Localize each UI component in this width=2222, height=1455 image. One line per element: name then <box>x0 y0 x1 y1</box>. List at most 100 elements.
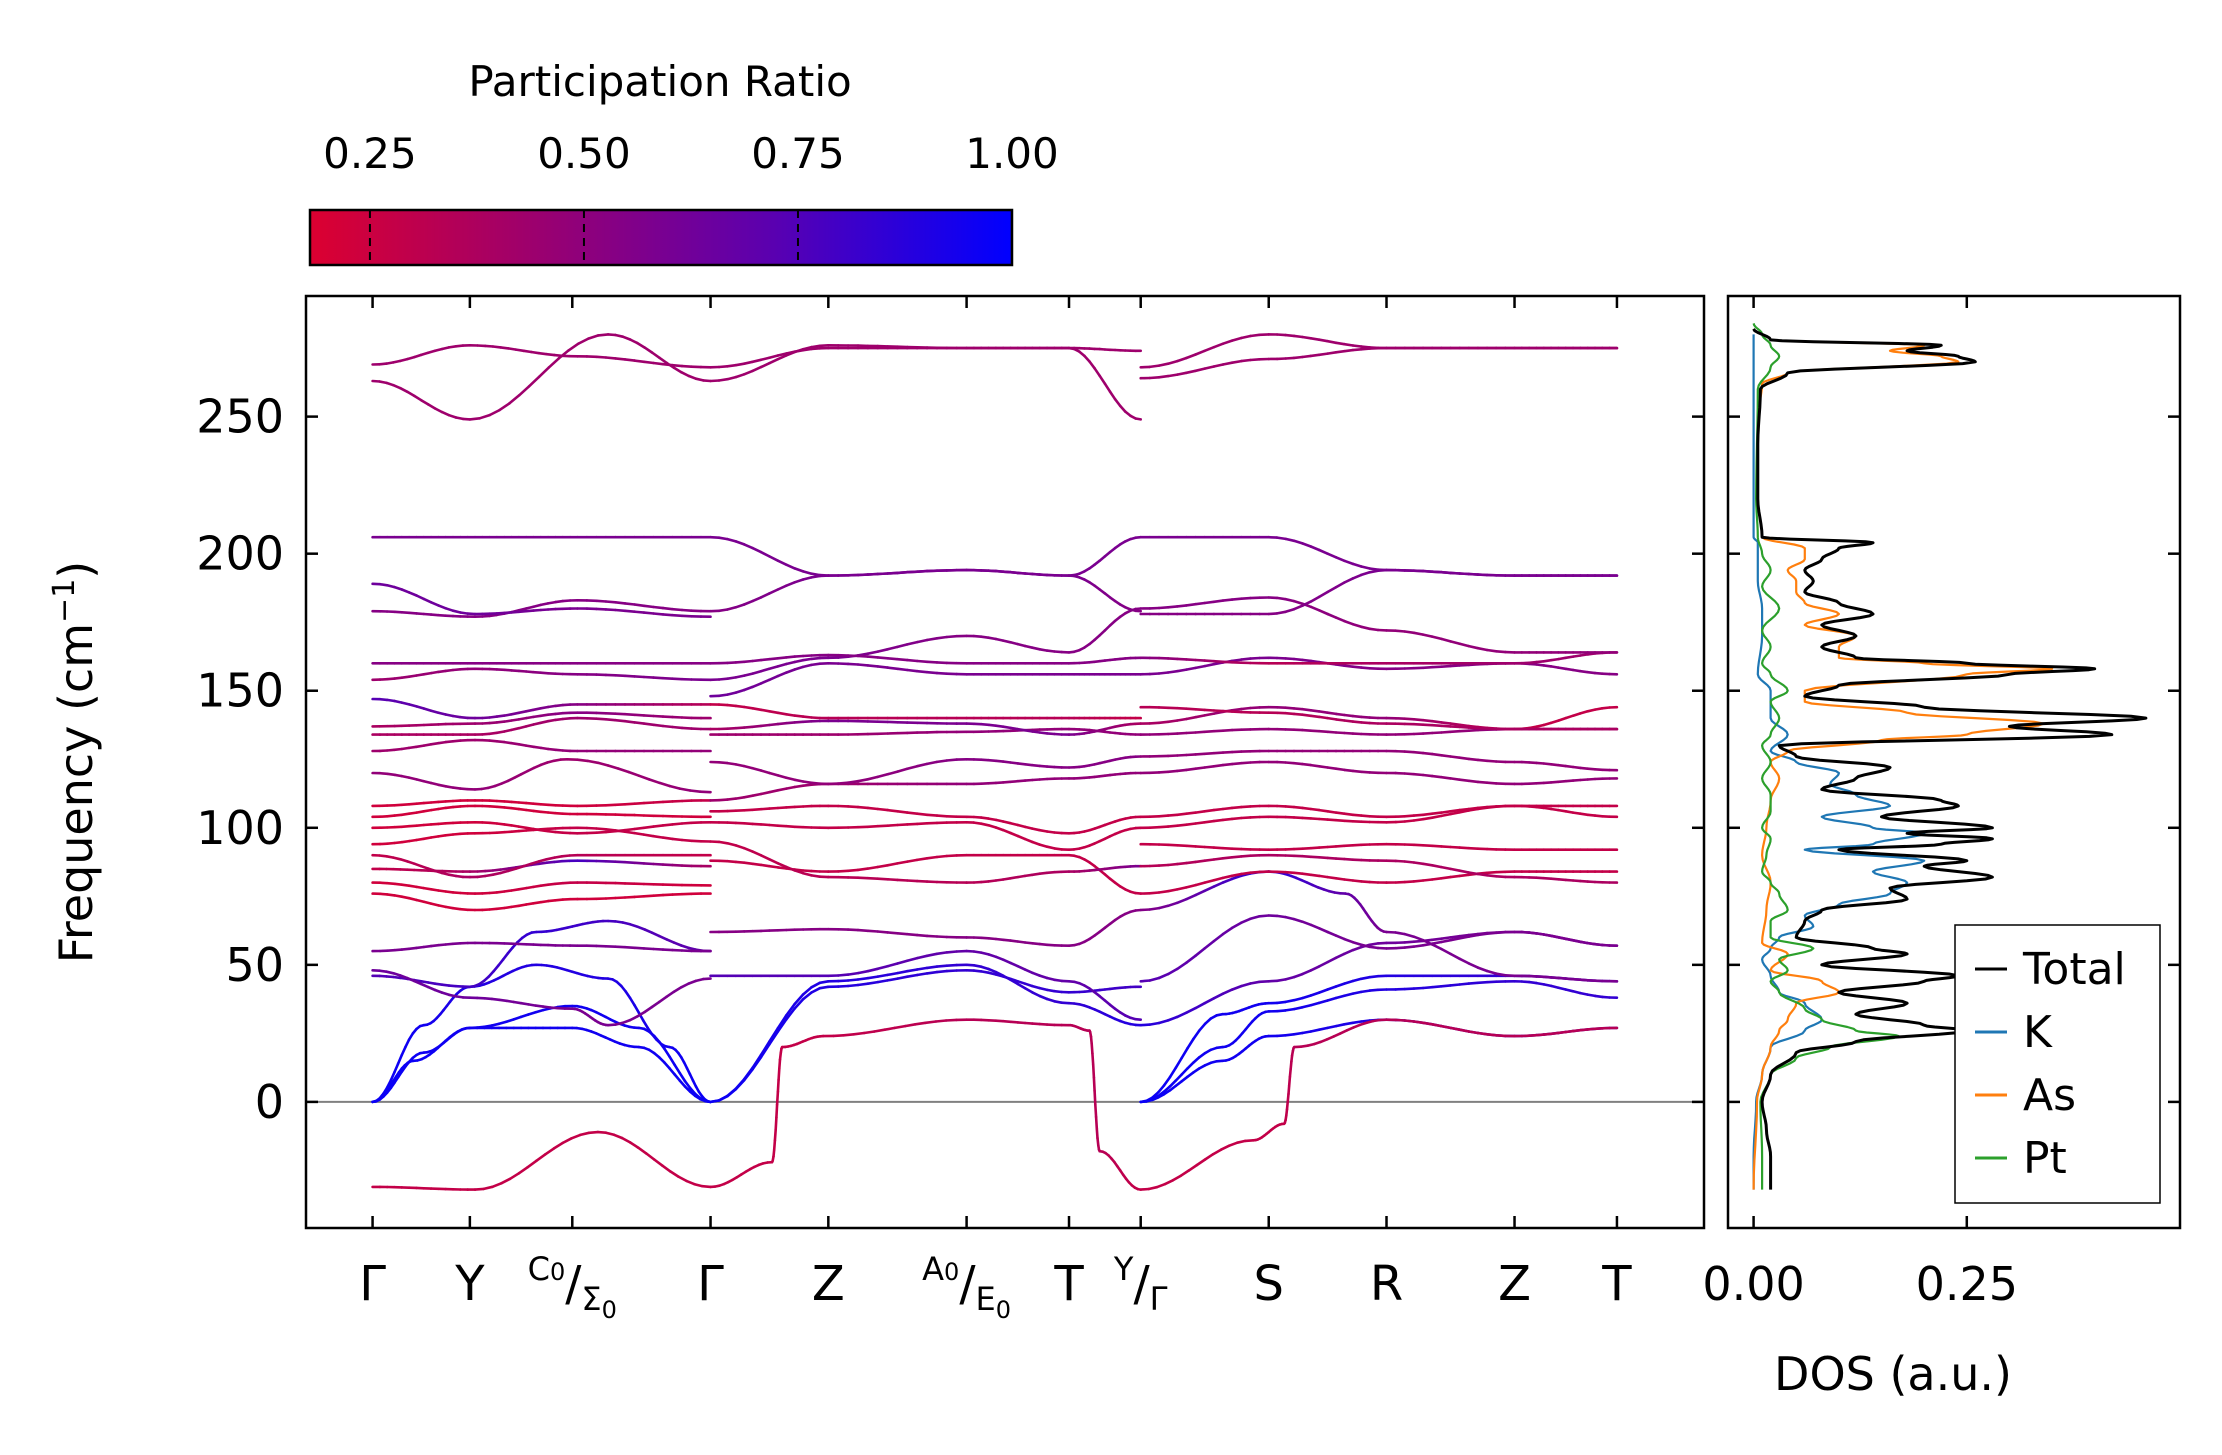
band-piece <box>517 384 531 397</box>
band-piece <box>810 572 822 577</box>
band-piece <box>793 348 805 354</box>
band-piece <box>1317 710 1329 715</box>
band-piece <box>734 372 746 379</box>
band-piece <box>1368 942 1380 947</box>
band-piece <box>1309 1001 1321 1007</box>
band-piece <box>1343 619 1355 626</box>
band-piece <box>1412 943 1425 948</box>
band-piece <box>776 711 788 716</box>
band-piece <box>407 591 418 597</box>
band-piece <box>1192 1029 1201 1041</box>
band-55 <box>1139 870 1619 895</box>
band-piece <box>1203 659 1216 663</box>
band-piece <box>1240 706 1252 711</box>
band-piece <box>514 864 525 870</box>
band-piece <box>537 857 549 863</box>
band-piece <box>1176 668 1188 673</box>
band-piece <box>1403 717 1416 721</box>
band-piece <box>1275 1034 1287 1038</box>
dos-x-tick-label: 0.00 <box>1702 1257 1804 1311</box>
band-piece <box>678 787 692 792</box>
band-piece <box>1440 809 1452 814</box>
band-piece <box>1309 659 1321 664</box>
band-piece <box>1309 807 1321 812</box>
band-piece <box>896 860 909 865</box>
band-piece <box>1230 707 1243 712</box>
band-piece <box>768 588 780 595</box>
band-piece <box>784 865 797 872</box>
band-piece <box>1284 975 1296 981</box>
band-piece <box>1360 570 1371 577</box>
band-piece <box>1203 365 1216 370</box>
band-piece <box>1458 933 1471 938</box>
band-piece <box>1476 646 1489 652</box>
band-piece <box>1249 357 1261 362</box>
band-piece <box>768 665 780 671</box>
band-piece <box>935 661 949 665</box>
band-piece <box>633 721 646 725</box>
band-piece <box>810 344 822 349</box>
band-piece <box>1031 971 1041 977</box>
band-piece <box>687 374 698 381</box>
band-piece <box>561 1137 573 1145</box>
band-piece <box>614 357 627 361</box>
band-piece <box>1221 709 1234 713</box>
band-piece <box>1166 901 1179 908</box>
band-piece <box>1301 854 1313 859</box>
band-piece <box>994 955 1005 962</box>
band-piece <box>935 969 949 974</box>
band-piece <box>784 668 797 674</box>
band-2 <box>371 963 712 1104</box>
band-piece <box>717 693 729 698</box>
band-piece <box>1227 1141 1239 1147</box>
band-piece <box>836 973 850 977</box>
band-piece <box>596 761 610 767</box>
band-34 <box>709 820 1142 852</box>
band-piece <box>1351 940 1363 947</box>
band-piece <box>1148 906 1161 911</box>
band-piece <box>1174 1073 1183 1082</box>
band-piece <box>751 862 763 867</box>
band-piece <box>1292 599 1304 606</box>
band-piece <box>1334 349 1346 354</box>
dos-line-pt <box>1752 323 1900 1190</box>
band-piece <box>1430 635 1443 641</box>
band-piece <box>915 966 929 971</box>
band-piece <box>1421 843 1434 848</box>
band-piece <box>620 1136 632 1144</box>
band-piece <box>1093 366 1101 378</box>
band-piece <box>1091 1063 1096 1079</box>
band-piece <box>1284 870 1296 875</box>
band-piece <box>846 662 860 666</box>
band-piece <box>784 721 797 725</box>
band-piece <box>1284 537 1296 543</box>
band-piece <box>801 657 813 662</box>
k-label-z-2: Z <box>1498 1256 1531 1312</box>
band-piece <box>1212 807 1225 812</box>
band-piece <box>886 656 899 661</box>
band-piece <box>1317 817 1329 821</box>
band-piece <box>1221 988 1234 996</box>
band-piece <box>633 831 646 836</box>
band-piece <box>726 691 738 696</box>
band-piece <box>726 761 738 766</box>
band-piece <box>1317 548 1329 556</box>
band-piece <box>1301 658 1313 663</box>
band-piece <box>776 584 788 591</box>
band-piece <box>1440 664 1452 669</box>
band-piece <box>661 863 674 867</box>
band-piece <box>672 985 683 994</box>
band-piece <box>759 823 771 827</box>
band-piece <box>1267 979 1279 983</box>
band-piece <box>657 995 669 1004</box>
band-4 <box>371 968 712 1027</box>
band-piece <box>1343 948 1355 956</box>
band-piece <box>488 408 501 417</box>
band-piece <box>1368 567 1380 572</box>
band-piece <box>671 363 684 368</box>
band-piece <box>915 933 929 938</box>
band-piece <box>642 611 655 615</box>
band-piece <box>915 638 929 644</box>
band-piece <box>896 975 909 980</box>
band-piece <box>1467 846 1480 851</box>
